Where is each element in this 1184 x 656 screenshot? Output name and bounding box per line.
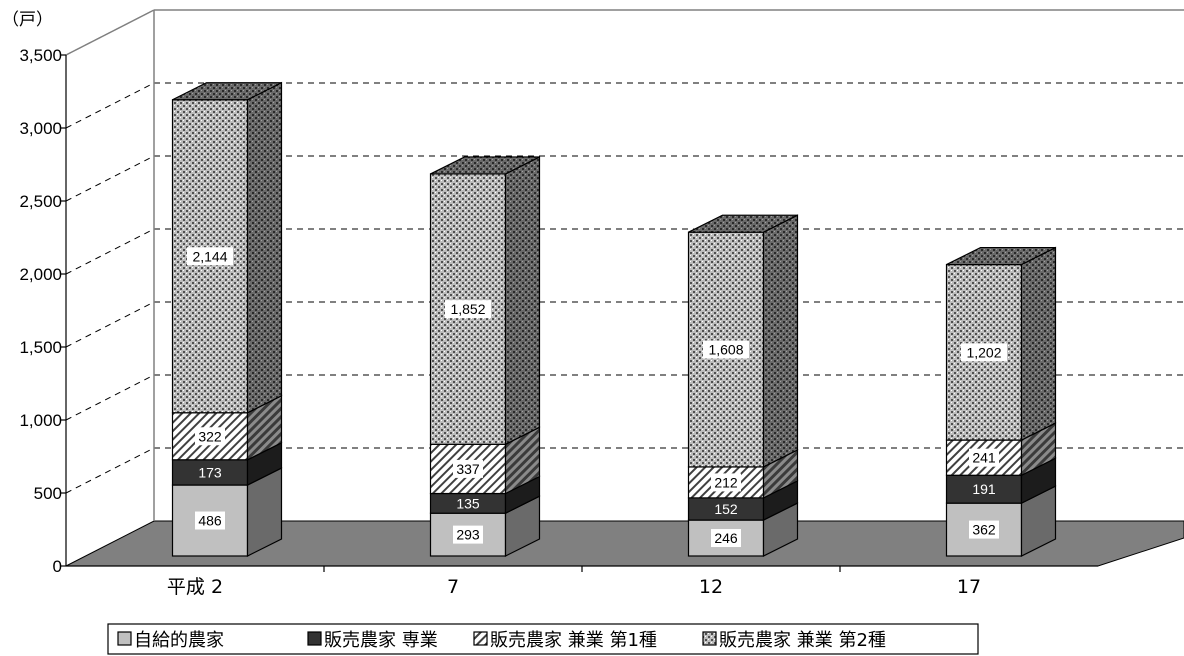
data-label: 362 [972,522,996,538]
data-label-bg [453,525,483,544]
data-label: 1,852 [450,301,485,317]
legend-label: 販売農家 兼業 第2種 [719,630,886,651]
y-tick-label: 500 [34,484,62,503]
y-tick-label: 3,000 [19,119,62,138]
y-tick-label: 1,500 [19,338,62,357]
bar-front [945,474,1023,504]
legend-label: 自給的農家 [134,630,224,651]
side-wall-top-edge [65,9,155,56]
bar-group-0: 486 173 322 2,144 [171,81,283,557]
data-label-bg [195,427,225,446]
bar-side [762,214,799,468]
legend-label: 販売農家 専業 [324,630,438,651]
x-tick-label: 平成 2 [167,576,223,598]
bar-segment: 2,144 [171,81,283,414]
bar-segment: 135 [429,475,541,515]
bar-side [1020,246,1057,442]
data-label: 212 [714,474,738,490]
y-tick-label: 3,500 [19,46,62,65]
y-tick-label: 2,000 [19,265,62,284]
data-label: 1,202 [966,344,1001,360]
legend-swatch [702,631,717,646]
data-label-bg [187,247,233,266]
back-wall [154,10,1184,521]
y-tick-label: 2,500 [19,192,62,211]
gridline-side [65,374,155,421]
bar-segment: 241 [945,422,1057,477]
data-label-bg [969,448,999,467]
data-label: 246 [714,530,738,546]
bar-group-3: 362 191 241 1,202 [945,246,1057,557]
bar-top [946,246,1056,266]
data-label-bg [195,511,225,530]
bar-segment: 1,852 [429,155,541,446]
x-tick-label: 17 [957,576,981,598]
y-axis-unit: （戸） [2,10,53,30]
gridline-side [65,301,155,348]
legend-swatch [473,631,488,646]
bar-top [430,156,540,175]
bar-segment: 1,202 [945,246,1057,442]
bar-group-2: 246 152 212 1,608 [687,214,799,557]
legend-item: 販売農家 専業 [307,630,438,651]
gridline-side [65,447,155,494]
data-label: 322 [198,428,222,444]
data-label-bg [961,343,1007,362]
data-label: 152 [714,501,738,517]
bar-segment: 1,608 [687,214,799,468]
data-label: 2,144 [192,248,227,264]
x-tick-label: 12 [699,576,723,598]
data-label: 241 [972,450,996,466]
data-label: 191 [972,481,996,497]
x-tick-label: 7 [447,576,459,598]
gridline-side [65,228,155,275]
legend-swatch [307,631,322,646]
bar-segment: 191 [945,457,1057,505]
bar-top [172,82,282,101]
data-label: 337 [456,461,480,477]
bar-segment: 322 [171,394,283,461]
legend-label: 販売農家 兼業 第1種 [490,630,657,651]
bar-side [504,155,541,446]
data-label-bg [711,473,741,492]
gridline-side [65,82,155,129]
data-label: 293 [456,527,480,543]
data-label-bg [969,520,999,539]
data-label-bg [453,459,483,478]
legend-item: 販売農家 兼業 第2種 [702,630,886,651]
data-label: 173 [198,464,222,480]
data-label: 135 [456,495,480,511]
legend-box [107,623,979,655]
legend-swatch [117,631,132,646]
y-tick-label: 0 [53,557,62,576]
gridline-side [65,155,155,202]
side-wall [66,10,154,566]
bar-front [687,231,765,468]
y-tick-label: 1,000 [19,411,62,430]
data-label: 1,608 [708,342,743,358]
data-label-bg [703,340,749,359]
bar-group-1: 293 135 337 1,852 [429,155,541,557]
bar-side [246,81,283,414]
data-label: 486 [198,513,222,529]
legend-item: 自給的農家 [117,630,224,651]
bar-segment: 212 [687,448,799,499]
bar-top [688,214,798,233]
data-label-bg [445,300,491,319]
data-label-bg [711,529,741,548]
legend-item: 販売農家 兼業 第1種 [473,630,657,651]
